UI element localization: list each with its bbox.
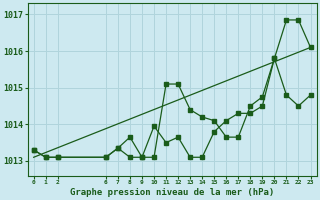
- X-axis label: Graphe pression niveau de la mer (hPa): Graphe pression niveau de la mer (hPa): [70, 188, 274, 197]
